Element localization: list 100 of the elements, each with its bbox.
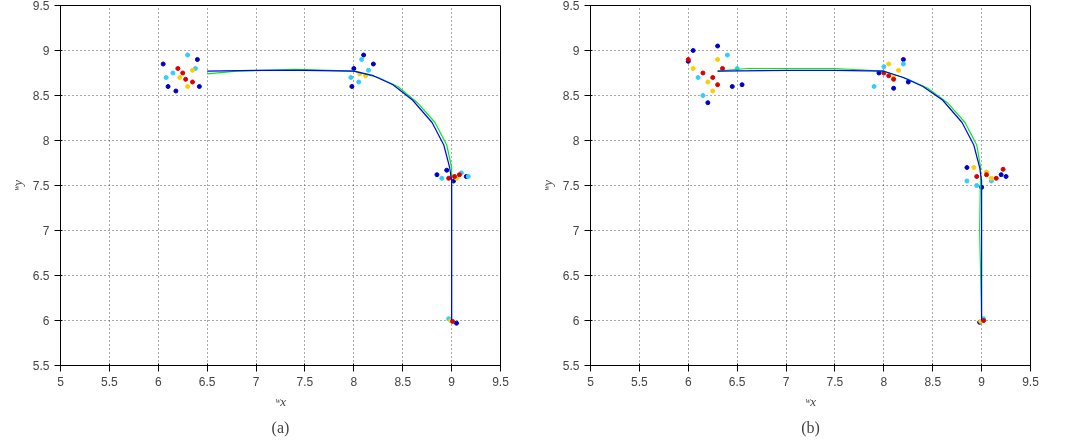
point <box>715 57 721 62</box>
x-tick-label: 8 <box>880 374 888 389</box>
point <box>700 93 706 98</box>
y-tick-label: 7 <box>42 224 50 238</box>
point <box>871 84 877 89</box>
point <box>905 79 911 85</box>
x-tick-label: 7 <box>252 374 260 389</box>
y-tick-label: 5.5 <box>562 359 580 373</box>
point <box>175 66 181 71</box>
point <box>194 57 200 62</box>
point <box>361 52 367 58</box>
point <box>356 79 362 85</box>
y-tick-label: 6.5 <box>32 269 50 283</box>
point <box>170 70 176 76</box>
x-tick-label: 9.5 <box>492 374 510 389</box>
point <box>974 174 980 179</box>
point <box>185 52 191 58</box>
y-tick-label: 8.5 <box>562 89 580 103</box>
x-tick-label: 9 <box>978 374 986 389</box>
point <box>886 73 892 79</box>
x-tick-label: 8.5 <box>924 374 942 389</box>
point <box>993 175 999 181</box>
point <box>715 43 721 49</box>
point <box>705 100 711 106</box>
point <box>434 172 440 178</box>
point <box>160 61 166 67</box>
x-axis-title: ʷx <box>275 393 287 409</box>
x-tick-label: 5 <box>587 374 595 389</box>
text: (a) <box>271 418 290 437</box>
point <box>891 85 897 91</box>
x-tick-label: 6.5 <box>198 374 216 389</box>
y-tick-label: 8 <box>42 134 50 148</box>
point <box>177 75 183 80</box>
point <box>190 79 195 85</box>
point <box>366 67 371 73</box>
x-tick-label: 6.5 <box>728 374 746 389</box>
text: (b) <box>801 418 820 437</box>
y-tick-label: 6 <box>42 314 50 328</box>
point <box>349 84 355 89</box>
point <box>971 165 977 170</box>
x-tick-label: 7 <box>782 374 790 389</box>
point <box>348 75 354 80</box>
y-tick-label: 9 <box>572 44 580 58</box>
point <box>881 64 887 70</box>
point <box>196 84 202 89</box>
point <box>710 88 716 94</box>
x-tick-label: 9 <box>448 374 456 389</box>
point <box>359 57 365 62</box>
y-tick-label: 7.5 <box>562 179 580 193</box>
point <box>964 178 970 184</box>
x-axis-title: ʷx <box>805 393 817 409</box>
y-tick-label: 9 <box>42 44 50 58</box>
point <box>715 82 721 88</box>
x-tick-label: 8 <box>350 374 358 389</box>
point <box>173 88 179 94</box>
y-tick-label: 6.5 <box>562 269 580 283</box>
x-tick-label: 6 <box>154 374 162 389</box>
point <box>163 75 169 80</box>
point <box>896 67 901 73</box>
point <box>185 84 191 89</box>
point <box>690 48 696 53</box>
point <box>439 175 445 181</box>
point <box>454 320 459 326</box>
point <box>974 183 980 188</box>
x-tick-label: 7.5 <box>826 374 844 389</box>
point <box>165 84 171 89</box>
y-tick-label: 8 <box>572 134 580 148</box>
point <box>886 61 892 67</box>
y-tick-label: 8.5 <box>32 89 50 103</box>
point <box>695 75 701 80</box>
point <box>720 66 725 71</box>
point <box>700 70 706 76</box>
x-tick-label: 7.5 <box>296 374 314 389</box>
point <box>900 57 906 62</box>
point <box>705 79 711 85</box>
point <box>351 66 357 71</box>
x-tick-label: 9.5 <box>1022 374 1040 389</box>
y-tick-label: 9.5 <box>562 0 580 13</box>
point <box>180 70 186 76</box>
point <box>370 61 376 67</box>
x-tick-label: 8.5 <box>394 374 412 389</box>
point <box>1003 174 1009 179</box>
point <box>964 165 970 170</box>
point <box>710 75 716 80</box>
point <box>724 52 730 58</box>
point <box>729 84 735 89</box>
x-tick-label: 5.5 <box>101 374 119 389</box>
point <box>1000 166 1006 172</box>
point <box>881 70 887 76</box>
point <box>690 66 696 71</box>
y-tick-label: 5.5 <box>32 359 50 373</box>
y-tick-label: 6 <box>572 314 580 328</box>
y-tick-label: 7.5 <box>32 179 50 193</box>
x-tick-label: 5.5 <box>631 374 649 389</box>
point <box>183 76 189 82</box>
y-tick-label: 9.5 <box>32 0 50 13</box>
point <box>444 167 450 173</box>
point <box>998 172 1004 178</box>
y-tick-label: 7 <box>572 224 580 238</box>
x-tick-label: 5 <box>57 374 65 389</box>
